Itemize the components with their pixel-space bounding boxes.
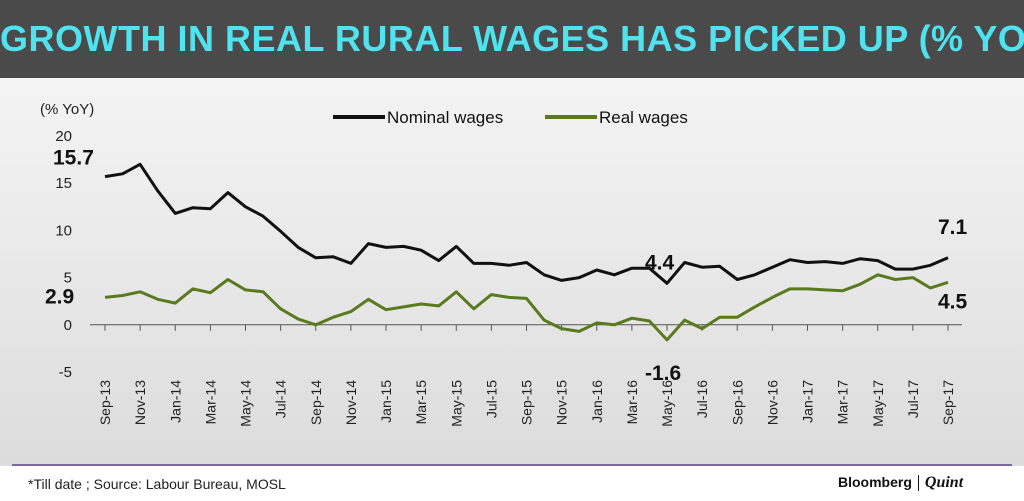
x-tick-label: Jul-14 bbox=[273, 380, 289, 418]
y-tick-label: 20 bbox=[55, 128, 72, 145]
y-tick-label: 10 bbox=[55, 222, 72, 239]
x-tick-label: Jan-16 bbox=[589, 380, 605, 423]
data-label: -1.6 bbox=[645, 362, 681, 385]
x-tick-label: Nov-14 bbox=[343, 380, 359, 425]
legend-label: Real wages bbox=[599, 108, 688, 127]
x-tick-label: Mar-15 bbox=[413, 380, 429, 425]
x-tick-label: Mar-16 bbox=[624, 380, 640, 425]
data-label: 15.7 bbox=[53, 147, 94, 170]
x-tick-label: Jan-17 bbox=[800, 380, 816, 423]
legend: Nominal wages Real wages bbox=[333, 108, 688, 127]
y-tick-label: -5 bbox=[59, 364, 72, 381]
x-tick-label: Sep-16 bbox=[729, 380, 745, 425]
source-note: *Till date ; Source: Labour Bureau, MOSL bbox=[28, 476, 286, 492]
y-axis: (% YoY) -5 0 5 10 15 20 bbox=[40, 101, 94, 381]
x-tick-label: May-16 bbox=[659, 380, 675, 427]
x-tick-label: May-14 bbox=[238, 380, 254, 427]
x-tick-label: Mar-17 bbox=[835, 380, 851, 425]
x-tick-label: Sep-13 bbox=[97, 380, 113, 425]
x-tick-label: Nov-13 bbox=[132, 380, 148, 425]
brand-sub: Quint bbox=[924, 474, 964, 491]
brand-main: Bloomberg bbox=[838, 474, 912, 490]
x-tick-label: Jul-15 bbox=[483, 380, 499, 418]
brand-separator bbox=[917, 475, 919, 492]
series-lines bbox=[104, 162, 949, 342]
y-tick-label: 15 bbox=[55, 175, 72, 192]
x-tick-label: Sep-14 bbox=[308, 380, 324, 425]
x-tick-label: Jul-16 bbox=[694, 380, 710, 418]
chart-title: GROWTH IN REAL RURAL WAGES HAS PICKED UP… bbox=[0, 18, 1024, 59]
x-tick-label: May-15 bbox=[448, 380, 464, 427]
data-label: 2.9 bbox=[45, 285, 74, 308]
chart-panel bbox=[0, 78, 1024, 466]
y-axis-title: (% YoY) bbox=[40, 101, 94, 118]
x-tick-label: Jan-15 bbox=[378, 380, 394, 423]
brand-logo: Bloomberg Quint bbox=[838, 474, 963, 492]
legend-label: Nominal wages bbox=[387, 108, 503, 127]
line-chart: (% YoY) -5 0 5 10 15 20 Sep-13 Nov-13 Jan-14 Mar-… bbox=[40, 101, 968, 427]
data-label: 4.4 bbox=[645, 251, 675, 274]
data-annotations: 15.7 2.9 4.4 -1.6 7.1 4.5 bbox=[45, 147, 968, 385]
y-tick-label: 0 bbox=[64, 317, 72, 334]
x-tick-label: Sep-17 bbox=[940, 380, 956, 425]
x-tick-label: Jul-17 bbox=[905, 380, 921, 418]
title-bar: GROWTH IN REAL RURAL WAGES HAS PICKED UP… bbox=[0, 0, 1024, 78]
x-tick-label: Jan-14 bbox=[167, 380, 183, 423]
x-tick-label: Nov-16 bbox=[764, 380, 780, 425]
data-label: 4.5 bbox=[938, 290, 968, 313]
x-axis: Sep-13 Nov-13 Jan-14 Mar-14 May-14 Jul-14 Sep-… bbox=[90, 324, 962, 427]
footer-divider bbox=[12, 464, 1012, 466]
nominal-wages-line bbox=[104, 162, 949, 285]
x-tick-label: May-17 bbox=[870, 380, 886, 427]
data-label: 7.1 bbox=[938, 216, 968, 239]
x-tick-label: Sep-15 bbox=[519, 380, 535, 425]
y-tick-label: 5 bbox=[64, 270, 72, 287]
x-tick-label: Nov-15 bbox=[554, 380, 570, 425]
real-wages-line bbox=[104, 273, 949, 342]
x-tick-label: Mar-14 bbox=[202, 380, 218, 425]
